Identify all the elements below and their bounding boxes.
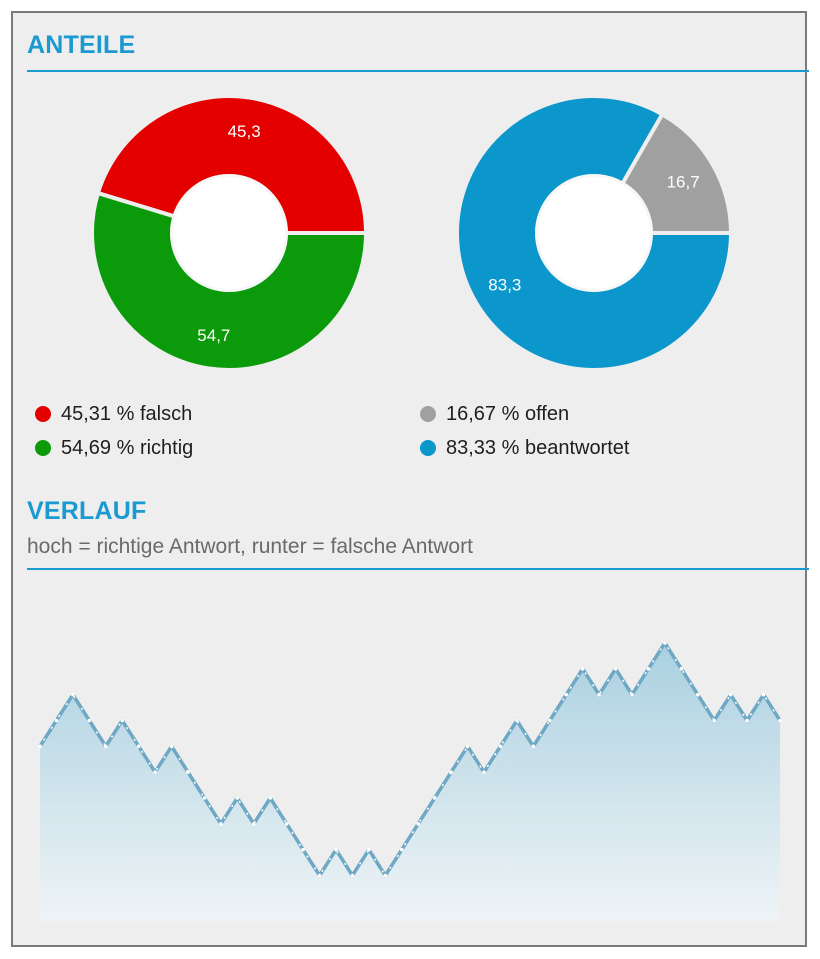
history-point	[695, 692, 700, 697]
history-point	[778, 718, 782, 723]
answer-progress-donut: 16,7 83,3	[456, 95, 732, 371]
anteile-heading: ANTEILE	[27, 31, 136, 59]
statistics-panel: ANTEILE 45,3 54,7 16,7 83,3 45,31 % falsch…	[11, 11, 809, 947]
history-point	[482, 770, 486, 774]
legend-item-richtig: 54,69 % richtig	[35, 431, 193, 465]
legend-label-offen: 16,67 % offen	[446, 402, 570, 425]
history-point	[235, 796, 240, 800]
history-point	[251, 822, 256, 826]
history-point	[284, 822, 289, 826]
legend-dot-blue	[420, 440, 436, 456]
verlauf-subtitle: hoch = richtige Antwort, runter = falsch…	[27, 535, 473, 558]
history-point	[103, 744, 108, 749]
history-point	[663, 641, 667, 645]
history-point	[169, 744, 174, 749]
history-point	[350, 873, 355, 878]
donut-0-slice-label-0: 45,3	[228, 122, 261, 141]
history-point	[597, 692, 601, 697]
history-area	[40, 643, 780, 921]
history-point	[153, 770, 157, 774]
history-point	[367, 847, 371, 852]
history-point	[432, 796, 437, 800]
donut-1-slice-label-1: 83,3	[488, 276, 521, 295]
history-point	[630, 692, 634, 697]
history-point	[712, 718, 717, 723]
history-line	[38, 641, 782, 878]
donut-0-slice-label-1: 54,7	[197, 326, 230, 345]
legend-progress: 16,67 % offen 83,33 % beantwortet	[420, 397, 629, 465]
anteile-divider	[27, 70, 809, 72]
legend-item-falsch: 45,31 % falsch	[35, 397, 193, 431]
history-point	[498, 744, 503, 749]
history-point	[515, 718, 519, 723]
history-point	[679, 667, 684, 671]
history-point	[613, 667, 618, 671]
history-point	[449, 770, 453, 774]
legend-item-offen: 16,67 % offen	[420, 397, 629, 431]
legend-correctness: 45,31 % falsch 54,69 % richtig	[35, 397, 193, 465]
legend-item-beantwortet: 83,33 % beantwortet	[420, 431, 629, 465]
legend-dot-green	[35, 440, 51, 456]
history-point	[334, 847, 338, 852]
history-point	[87, 718, 92, 723]
history-point	[301, 847, 305, 852]
history-point	[202, 796, 207, 800]
history-point	[383, 873, 388, 878]
donut-1-slice-label-0: 16,7	[667, 172, 700, 191]
legend-dot-gray	[420, 406, 436, 422]
history-point	[399, 847, 404, 852]
history-point	[317, 873, 322, 878]
history-point	[268, 796, 273, 800]
history-point	[71, 692, 75, 697]
history-point	[580, 667, 585, 671]
verlauf-heading: VERLAUF	[27, 497, 147, 525]
history-point	[54, 718, 59, 723]
history-point	[38, 744, 42, 749]
history-point	[531, 744, 536, 749]
history-point	[136, 744, 141, 749]
history-point	[120, 718, 125, 723]
history-point	[186, 770, 190, 774]
donut-0-hole	[170, 174, 288, 292]
legend-label-richtig: 54,69 % richtig	[61, 436, 194, 459]
donut-1-hole	[535, 174, 653, 292]
verlauf-divider	[27, 568, 809, 570]
legend-dot-red	[35, 406, 51, 422]
history-point	[646, 667, 651, 671]
answer-history-chart	[38, 641, 782, 921]
legend-label-beantwortet: 83,33 % beantwortet	[446, 436, 630, 459]
history-point	[219, 822, 223, 826]
history-point	[547, 718, 552, 723]
legend-label-falsch: 45,31 % falsch	[61, 402, 193, 425]
answer-correctness-donut: 45,3 54,7	[91, 95, 367, 371]
history-point	[465, 744, 470, 749]
history-point	[728, 692, 733, 697]
history-point	[761, 692, 766, 697]
history-point	[416, 822, 421, 826]
history-point	[564, 692, 569, 697]
history-point	[745, 718, 749, 723]
